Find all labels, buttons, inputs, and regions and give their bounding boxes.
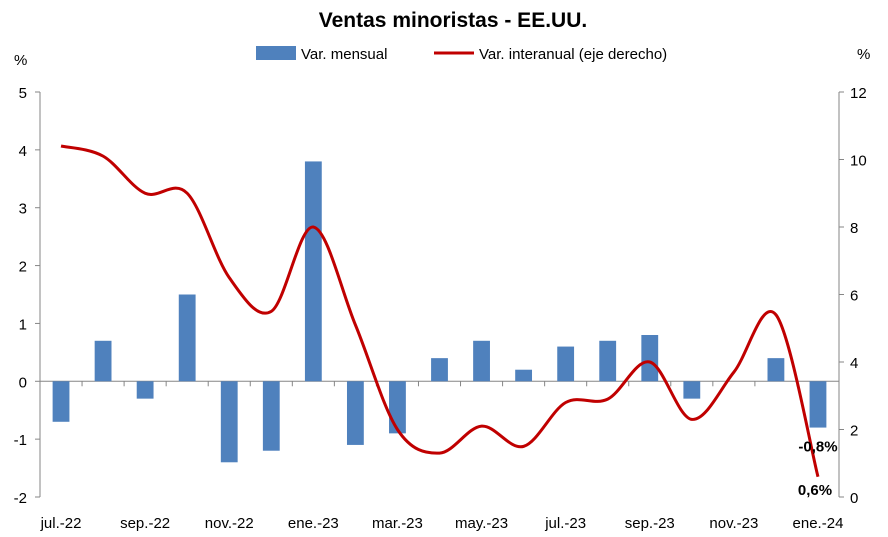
y-left-tick-label: -2 bbox=[14, 490, 27, 507]
bar bbox=[767, 358, 785, 382]
bar bbox=[473, 340, 490, 382]
bar bbox=[304, 161, 322, 382]
legend-label-bar: Var. mensual bbox=[301, 46, 387, 63]
legend: Var. mensual Var. interanual (eje derech… bbox=[256, 46, 667, 63]
chart-title: Ventas minoristas - EE.UU. bbox=[319, 9, 587, 32]
x-tick-label: sep.-22 bbox=[120, 515, 170, 532]
bar bbox=[136, 381, 154, 399]
y-right-tick-label: 0 bbox=[850, 490, 858, 507]
bar bbox=[262, 381, 280, 451]
y-right-unit: % bbox=[857, 46, 870, 63]
y-right-tick-label: 10 bbox=[850, 153, 867, 170]
y-left-tick-label: 5 bbox=[19, 85, 27, 102]
y-right-tick-label: 12 bbox=[850, 85, 867, 102]
bar bbox=[809, 381, 827, 428]
x-tick-label: jul.-22 bbox=[40, 515, 82, 532]
y-left-tick-label: 0 bbox=[19, 374, 27, 391]
bar bbox=[94, 340, 112, 382]
annotation-line-last: 0,6% bbox=[798, 482, 832, 499]
y-left-tick-label: 4 bbox=[19, 143, 27, 160]
bar bbox=[431, 358, 448, 382]
legend-label-line: Var. interanual (eje derecho) bbox=[479, 46, 667, 63]
x-tick-label: may.-23 bbox=[455, 515, 508, 532]
x-tick-label: ene.-24 bbox=[793, 515, 844, 532]
bar bbox=[557, 346, 575, 382]
y-left-tick-label: 2 bbox=[19, 259, 27, 276]
x-tick-label: mar.-23 bbox=[372, 515, 423, 532]
line-series bbox=[60, 144, 820, 478]
x-tick-label: sep.-23 bbox=[625, 515, 675, 532]
x-tick-label: nov.-23 bbox=[709, 515, 758, 532]
y-right-tick-label: 4 bbox=[850, 355, 858, 372]
bar bbox=[515, 369, 533, 382]
bar bbox=[52, 381, 70, 422]
bar bbox=[178, 294, 196, 382]
bar bbox=[683, 381, 701, 399]
y-right-tick-label: 2 bbox=[850, 423, 858, 440]
y-left-unit: % bbox=[14, 52, 27, 69]
bar bbox=[220, 381, 238, 463]
legend-swatch-bar bbox=[256, 46, 296, 60]
bar bbox=[599, 340, 617, 382]
bar bbox=[389, 381, 406, 434]
bar bbox=[641, 335, 659, 382]
x-tick-label: jul.-23 bbox=[544, 515, 586, 532]
y-left-tick-label: -1 bbox=[14, 432, 27, 449]
bar bbox=[346, 381, 364, 445]
y-right-tick-label: 6 bbox=[850, 288, 858, 305]
x-tick-label: ene.-23 bbox=[288, 515, 339, 532]
annotation-bar-last: -0,8% bbox=[798, 439, 837, 456]
y-right-tick-label: 8 bbox=[850, 220, 858, 237]
x-tick-label: nov.-22 bbox=[205, 515, 254, 532]
y-left-tick-label: 3 bbox=[19, 201, 27, 218]
y-left-tick-label: 1 bbox=[19, 316, 27, 333]
